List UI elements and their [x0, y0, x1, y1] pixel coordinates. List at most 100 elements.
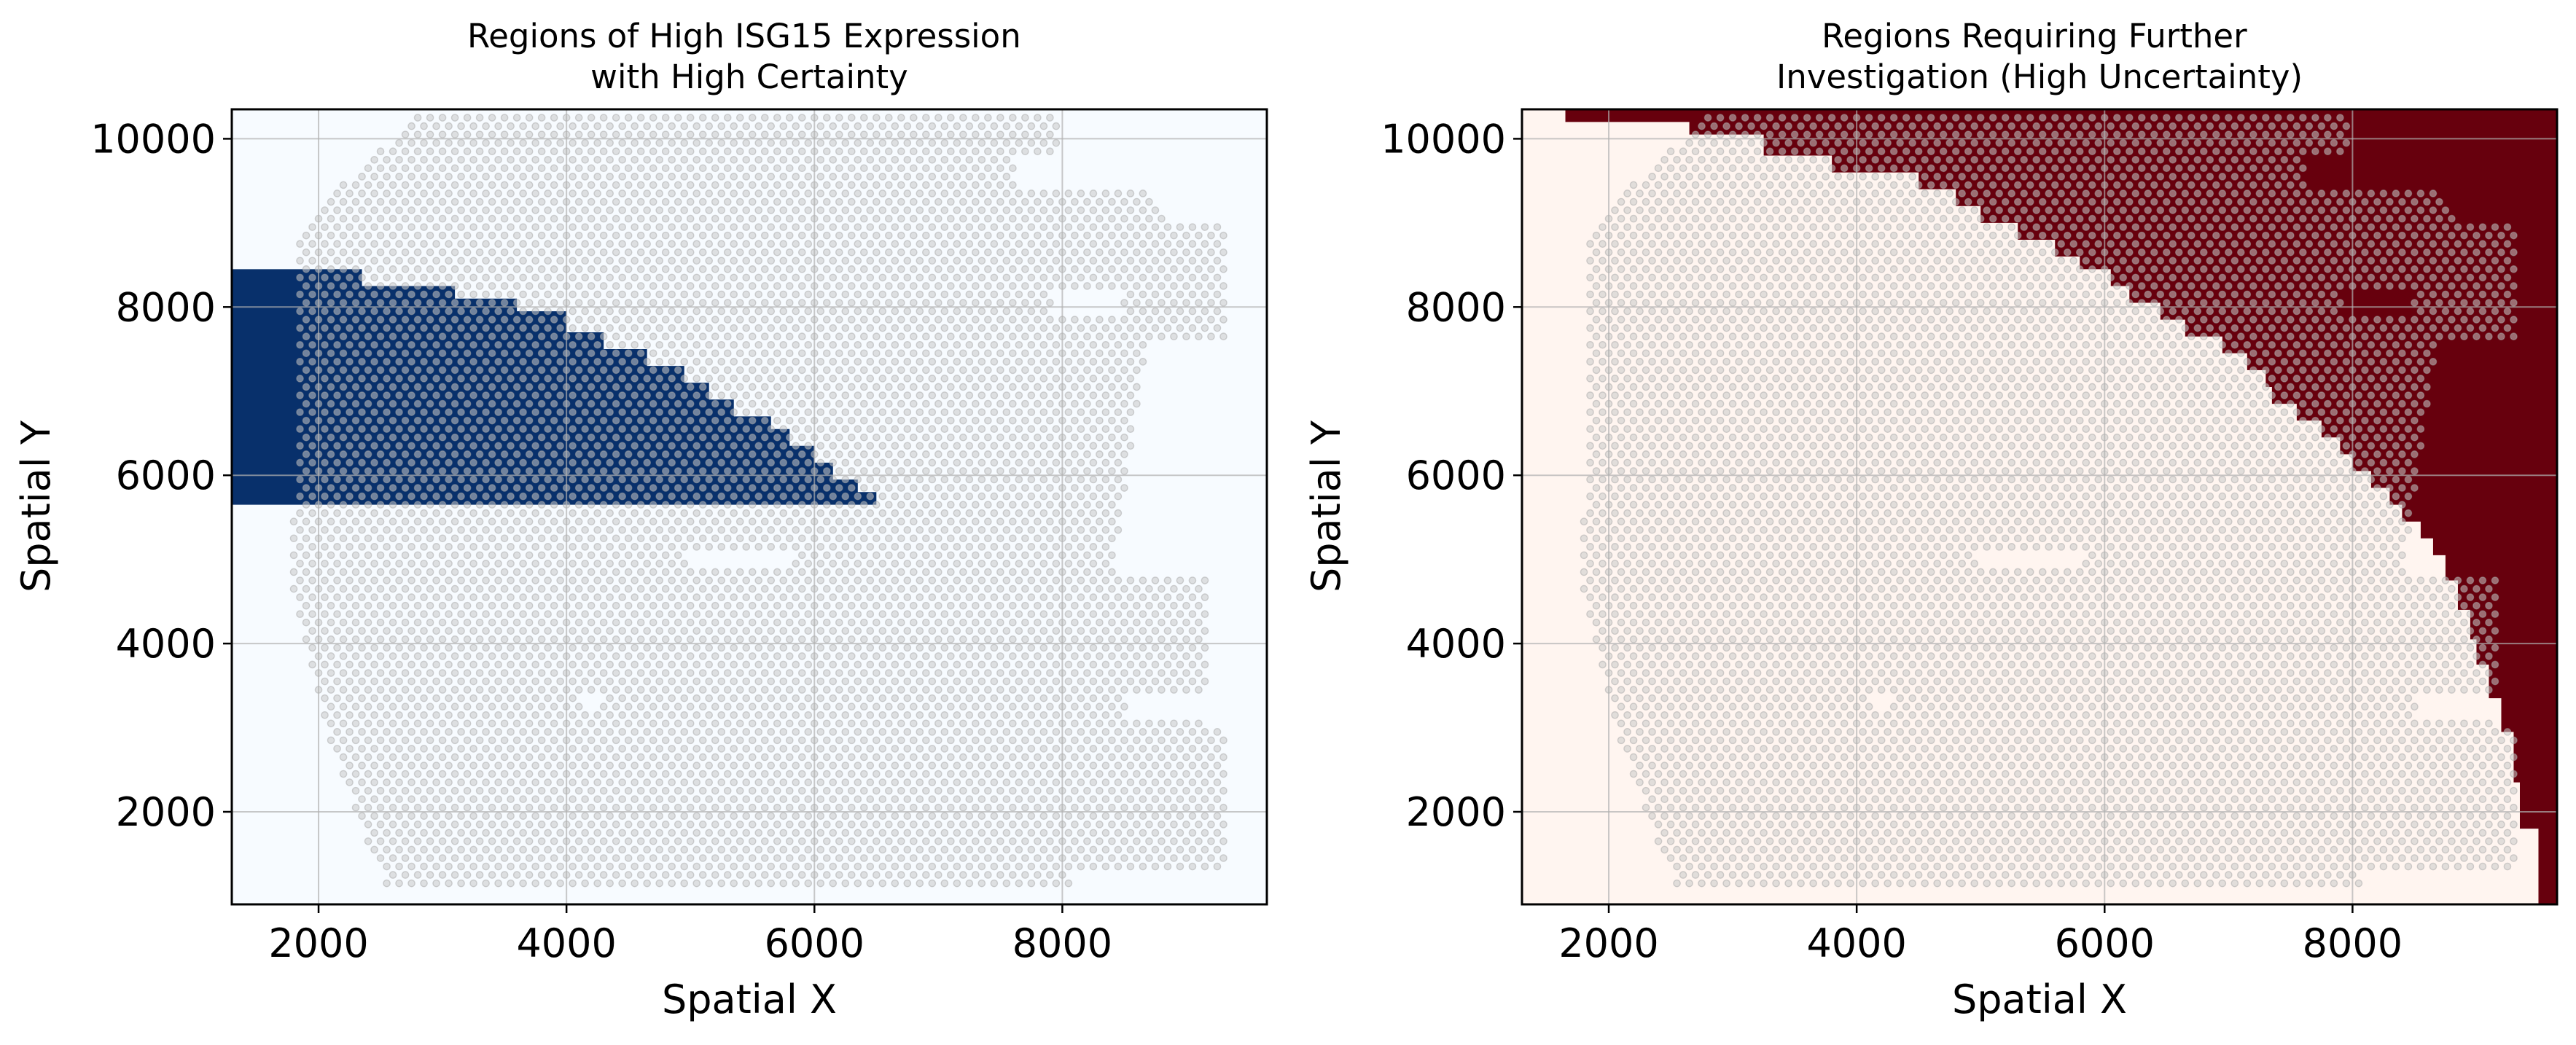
tissue-spot	[903, 728, 912, 736]
tissue-spot	[891, 845, 899, 854]
tissue-spot	[407, 375, 415, 383]
tissue-spot	[903, 375, 912, 383]
tissue-spot	[1083, 450, 1091, 458]
tissue-spot	[364, 618, 372, 627]
tissue-spot	[873, 584, 881, 593]
tissue-spot	[612, 282, 620, 290]
tissue-spot	[438, 366, 447, 375]
tissue-spot	[475, 584, 484, 593]
tissue-spot	[822, 299, 831, 307]
tissue-spot	[321, 391, 329, 399]
tissue-spot	[735, 584, 744, 593]
tissue-spot	[692, 442, 701, 450]
tissue-spot	[445, 340, 453, 349]
tissue-spot	[655, 576, 664, 584]
tissue-spot	[395, 677, 403, 686]
tissue-spot	[1077, 324, 1085, 332]
tissue-spot	[773, 316, 781, 324]
tissue-spot	[996, 416, 1004, 425]
tissue-spot	[873, 534, 881, 543]
tissue-spot	[1071, 719, 1079, 728]
tissue-spot	[413, 837, 422, 845]
tissue-spot	[748, 316, 757, 324]
tissue-spot	[556, 442, 564, 450]
tissue-spot	[1170, 618, 1178, 627]
tissue-spot	[544, 829, 552, 837]
tissue-spot	[1195, 584, 1203, 593]
tissue-spot	[383, 762, 391, 770]
tissue-spot	[512, 753, 521, 762]
tissue-spot	[916, 728, 924, 736]
tissue-spot	[321, 375, 329, 383]
tissue-spot	[711, 332, 719, 341]
tissue-spot	[698, 383, 707, 391]
tissue-spot	[587, 786, 596, 795]
tissue-spot	[507, 458, 515, 467]
tissue-spot	[748, 635, 757, 643]
tissue-spot	[779, 492, 788, 501]
tissue-spot	[482, 762, 490, 770]
tissue-spot	[389, 416, 397, 425]
tissue-spot	[488, 399, 496, 408]
tissue-spot	[1170, 803, 1178, 812]
tissue-spot	[1089, 525, 1098, 534]
tissue-spot	[730, 593, 738, 601]
tissue-spot	[544, 694, 552, 702]
tissue-spot	[1071, 467, 1079, 475]
tissue-spot	[302, 282, 311, 290]
tissue-spot	[910, 299, 918, 307]
tissue-spot	[1052, 862, 1061, 871]
tissue-spot	[624, 753, 633, 762]
tissue-spot	[742, 576, 751, 584]
tissue-spot	[1188, 728, 1197, 736]
tissue-spot	[339, 517, 348, 526]
tissue-spot	[1182, 601, 1190, 610]
tissue-spot	[873, 349, 881, 358]
tissue-spot	[723, 501, 732, 509]
tissue-spot	[1139, 324, 1147, 332]
tissue-spot	[321, 358, 329, 366]
tissue-spot	[420, 610, 428, 618]
tissue-spot	[797, 366, 806, 375]
tissue-spot	[395, 643, 403, 652]
tissue-spot	[494, 442, 502, 450]
tissue-spot	[450, 416, 459, 425]
tissue-spot	[612, 736, 620, 745]
tissue-spot	[389, 467, 397, 475]
tissue-spot	[934, 719, 942, 728]
tissue-spot	[401, 854, 410, 862]
tissue-spot	[631, 610, 639, 618]
tissue-spot	[531, 375, 539, 383]
tissue-spot	[1133, 366, 1141, 375]
tissue-spot	[507, 576, 515, 584]
tissue-spot	[847, 702, 856, 711]
tissue-spot	[426, 316, 434, 324]
tissue-spot	[463, 652, 472, 660]
tissue-spot	[1052, 627, 1061, 635]
tissue-spot	[457, 643, 465, 652]
tissue-spot	[1219, 316, 1227, 324]
tissue-spot	[475, 568, 484, 576]
tissue-spot	[785, 467, 794, 475]
tissue-spot	[376, 652, 385, 660]
tissue-spot	[797, 349, 806, 358]
tissue-spot	[866, 391, 875, 399]
tissue-spot	[928, 290, 937, 299]
tissue-spot	[624, 484, 633, 492]
tissue-spot	[618, 442, 626, 450]
tissue-spot	[668, 391, 676, 399]
tissue-spot	[735, 332, 744, 341]
tissue-spot	[972, 786, 980, 795]
tissue-spot	[432, 425, 440, 434]
tissue-spot	[1089, 442, 1098, 450]
tissue-spot	[289, 568, 298, 576]
tissue-spot	[996, 635, 1004, 643]
tissue-spot	[916, 677, 924, 686]
tissue-spot	[500, 467, 509, 475]
tissue-spot	[680, 525, 689, 534]
tissue-spot	[1077, 812, 1085, 821]
tissue-spot	[1158, 584, 1166, 593]
tissue-spot	[364, 534, 372, 543]
tissue-spot	[785, 484, 794, 492]
tissue-spot	[897, 837, 905, 845]
